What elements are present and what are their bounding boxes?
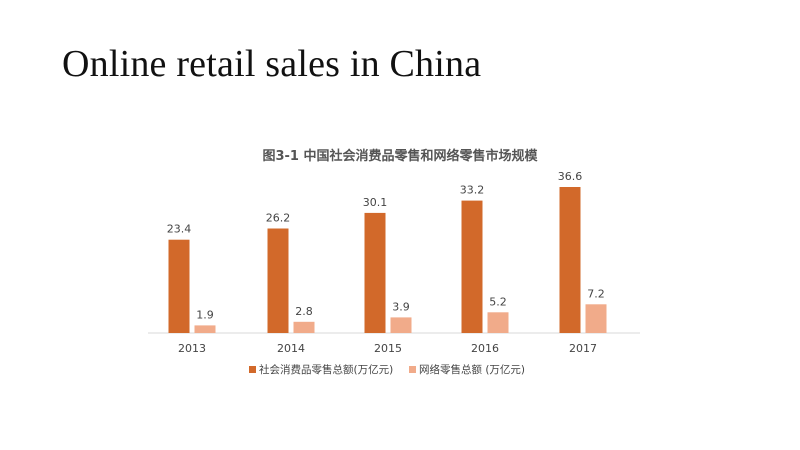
data-label-total-retail-2013: 23.4	[167, 223, 192, 236]
data-label-total-retail-2015: 30.1	[363, 196, 388, 209]
legend-label-total-retail: 社会消费品零售总额(万亿元)	[259, 363, 393, 376]
bar-total-retail-2017	[559, 187, 581, 333]
x-tick-2016: 2016	[471, 342, 499, 355]
bar-online-retail-2013	[194, 325, 216, 333]
data-label-online-retail-2014: 2.8	[295, 305, 313, 318]
legend-swatch-online-retail	[409, 366, 416, 373]
bar-online-retail-2016	[487, 312, 509, 333]
data-label-online-retail-2017: 7.2	[587, 287, 605, 300]
x-tick-2017: 2017	[569, 342, 597, 355]
legend-swatch-total-retail	[249, 366, 256, 373]
x-tick-2015: 2015	[374, 342, 402, 355]
bar-total-retail-2015	[364, 212, 386, 333]
labels-group: 23.4 1.9 26.2 2.8 30.1 3.9 33.2 5.2 36.6 7.2	[167, 170, 605, 321]
data-label-online-retail-2013: 1.9	[196, 308, 214, 321]
data-label-online-retail-2015: 3.9	[392, 300, 410, 313]
data-label-total-retail-2017: 36.6	[558, 170, 583, 183]
legend-label-online-retail: 网络零售总额 (万亿元)	[419, 363, 525, 376]
x-tick-labels: 2013 2014 2015 2016 2017	[178, 342, 597, 355]
data-label-online-retail-2016: 5.2	[489, 295, 507, 308]
bar-online-retail-2017	[585, 304, 607, 333]
bar-online-retail-2014	[293, 321, 315, 333]
slide-title: Online retail sales in China	[62, 43, 482, 85]
bar-online-retail-2015	[390, 317, 412, 333]
x-tick-2014: 2014	[277, 342, 305, 355]
bar-total-retail-2014	[267, 228, 289, 333]
chart-title: 图3-1 中国社会消费品零售和网络零售市场规模	[262, 148, 538, 164]
data-label-total-retail-2016: 33.2	[460, 184, 485, 197]
legend: 社会消费品零售总额(万亿元) 网络零售总额 (万亿元)	[249, 363, 525, 376]
bar-total-retail-2013	[168, 239, 190, 333]
data-label-total-retail-2014: 26.2	[266, 212, 291, 225]
bars-group	[168, 187, 607, 333]
bar-total-retail-2016	[461, 200, 483, 333]
x-tick-2013: 2013	[178, 342, 206, 355]
